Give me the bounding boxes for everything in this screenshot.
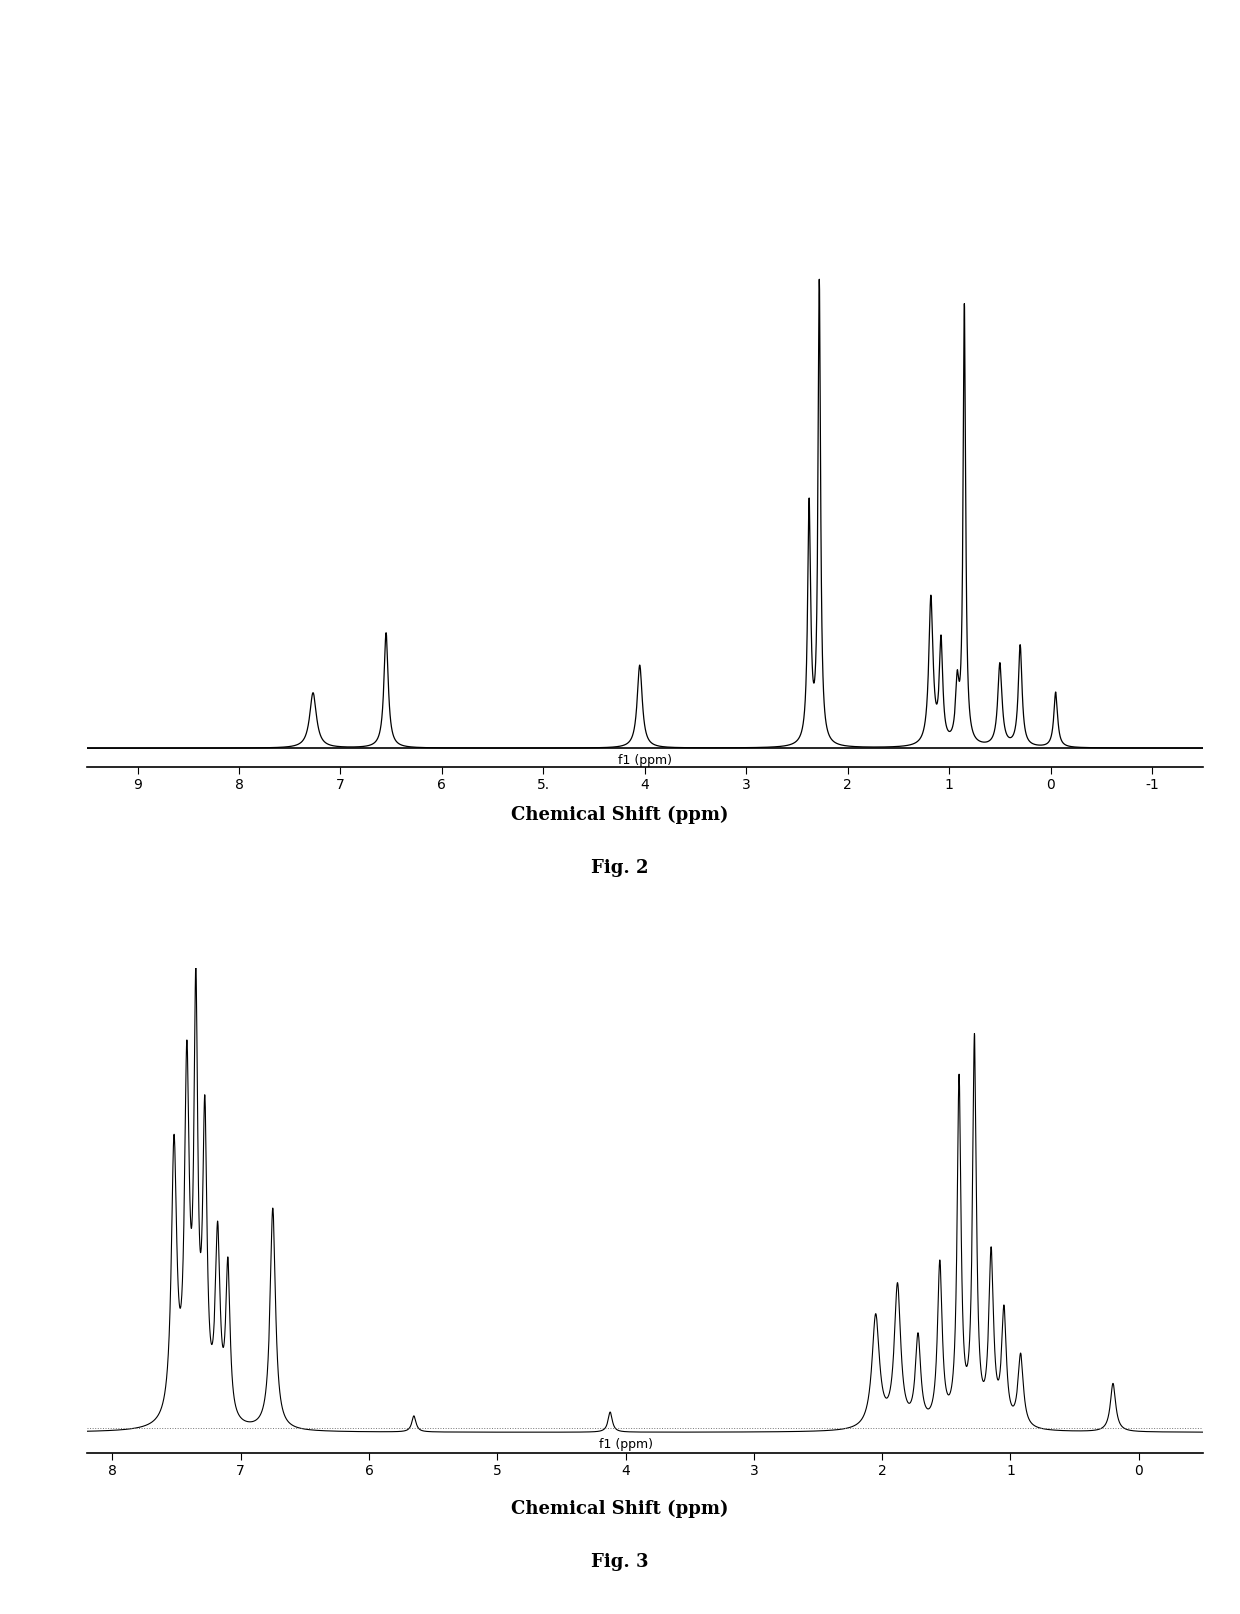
Text: Fig. 2: Fig. 2 <box>591 859 649 878</box>
Text: Chemical Shift (ppm): Chemical Shift (ppm) <box>511 1499 729 1519</box>
Text: Chemical Shift (ppm): Chemical Shift (ppm) <box>511 805 729 825</box>
Text: f1 (ppm): f1 (ppm) <box>618 754 672 767</box>
Text: f1 (ppm): f1 (ppm) <box>599 1438 652 1451</box>
Text: Fig. 3: Fig. 3 <box>591 1553 649 1572</box>
